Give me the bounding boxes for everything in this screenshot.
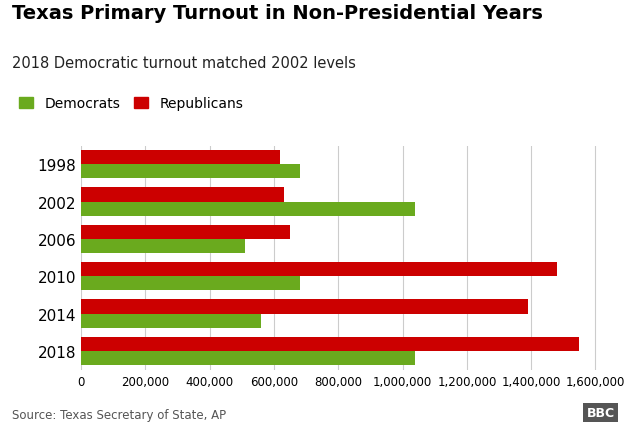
Legend: Democrats, Republicans: Democrats, Republicans bbox=[19, 97, 243, 111]
Bar bbox=[81, 337, 579, 351]
Bar bbox=[81, 276, 300, 291]
Bar bbox=[81, 202, 416, 216]
Text: BBC: BBC bbox=[587, 406, 615, 419]
Text: Texas Primary Turnout in Non-Presidential Years: Texas Primary Turnout in Non-Presidentia… bbox=[12, 4, 544, 23]
Bar bbox=[81, 188, 284, 202]
Text: 2018 Democratic turnout matched 2002 levels: 2018 Democratic turnout matched 2002 lev… bbox=[12, 56, 356, 71]
Bar bbox=[81, 314, 261, 328]
Text: Source: Texas Secretary of State, AP: Source: Texas Secretary of State, AP bbox=[12, 408, 227, 421]
Bar bbox=[81, 165, 300, 179]
Bar bbox=[81, 262, 557, 276]
Bar bbox=[81, 300, 528, 314]
Bar bbox=[81, 351, 416, 366]
Bar bbox=[81, 225, 290, 240]
Bar bbox=[81, 240, 245, 254]
Bar bbox=[81, 150, 280, 165]
